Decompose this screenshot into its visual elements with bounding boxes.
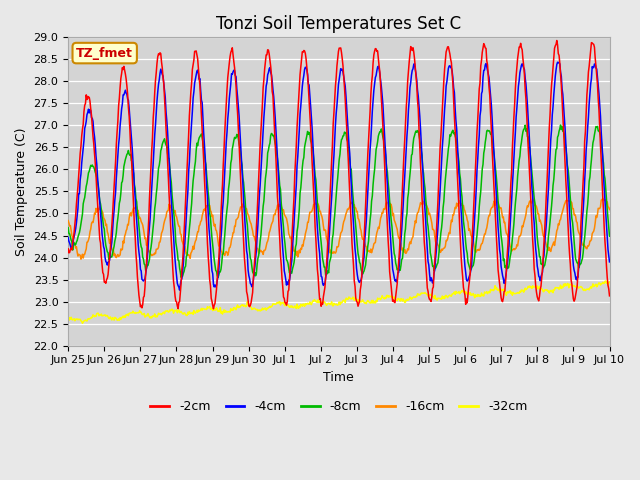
- -2cm: [130, 205, 138, 211]
- -2cm: [421, 249, 429, 254]
- -8cm: [421, 186, 429, 192]
- -32cm: [602, 278, 609, 284]
- -16cm: [214, 238, 222, 244]
- Line: -2cm: -2cm: [68, 40, 609, 309]
- -32cm: [214, 309, 222, 314]
- -32cm: [79, 321, 86, 326]
- -32cm: [64, 315, 72, 321]
- -4cm: [421, 207, 429, 213]
- -2cm: [210, 306, 218, 312]
- -8cm: [185, 233, 193, 239]
- Legend: -2cm, -4cm, -8cm, -16cm, -32cm: -2cm, -4cm, -8cm, -16cm, -32cm: [145, 395, 532, 418]
- -8cm: [605, 233, 613, 239]
- -16cm: [186, 252, 193, 258]
- -4cm: [214, 274, 222, 279]
- -2cm: [405, 59, 413, 65]
- -2cm: [74, 184, 82, 190]
- Y-axis label: Soil Temperature (C): Soil Temperature (C): [15, 127, 28, 256]
- Text: TZ_fmet: TZ_fmet: [76, 47, 133, 60]
- -32cm: [186, 309, 193, 314]
- -2cm: [64, 246, 72, 252]
- -8cm: [214, 275, 222, 280]
- -8cm: [130, 170, 138, 176]
- -8cm: [74, 234, 82, 240]
- -2cm: [214, 266, 222, 272]
- -8cm: [405, 179, 413, 185]
- Line: -32cm: -32cm: [68, 281, 609, 324]
- -32cm: [74, 316, 82, 322]
- -4cm: [130, 169, 138, 175]
- -4cm: [64, 235, 72, 240]
- -2cm: [553, 37, 561, 43]
- -4cm: [405, 97, 413, 103]
- Line: -8cm: -8cm: [68, 125, 609, 277]
- -32cm: [605, 279, 613, 285]
- Line: -16cm: -16cm: [68, 197, 609, 259]
- -2cm: [605, 293, 613, 299]
- X-axis label: Time: Time: [323, 371, 354, 384]
- -32cm: [421, 290, 429, 296]
- -32cm: [405, 297, 413, 302]
- Title: Tonzi Soil Temperatures Set C: Tonzi Soil Temperatures Set C: [216, 15, 461, 33]
- -32cm: [131, 310, 138, 316]
- -8cm: [64, 225, 72, 230]
- -16cm: [421, 200, 429, 206]
- -4cm: [554, 60, 561, 65]
- -8cm: [213, 273, 221, 278]
- -4cm: [186, 159, 193, 165]
- -4cm: [74, 205, 82, 211]
- -16cm: [74, 253, 82, 259]
- -16cm: [493, 194, 500, 200]
- Line: -4cm: -4cm: [68, 62, 609, 290]
- -16cm: [77, 256, 84, 262]
- -4cm: [605, 259, 613, 265]
- -16cm: [131, 205, 138, 211]
- -4cm: [176, 287, 184, 293]
- -16cm: [405, 241, 413, 247]
- -2cm: [185, 132, 193, 138]
- -8cm: [557, 122, 564, 128]
- -16cm: [64, 218, 72, 224]
- -16cm: [605, 207, 613, 213]
